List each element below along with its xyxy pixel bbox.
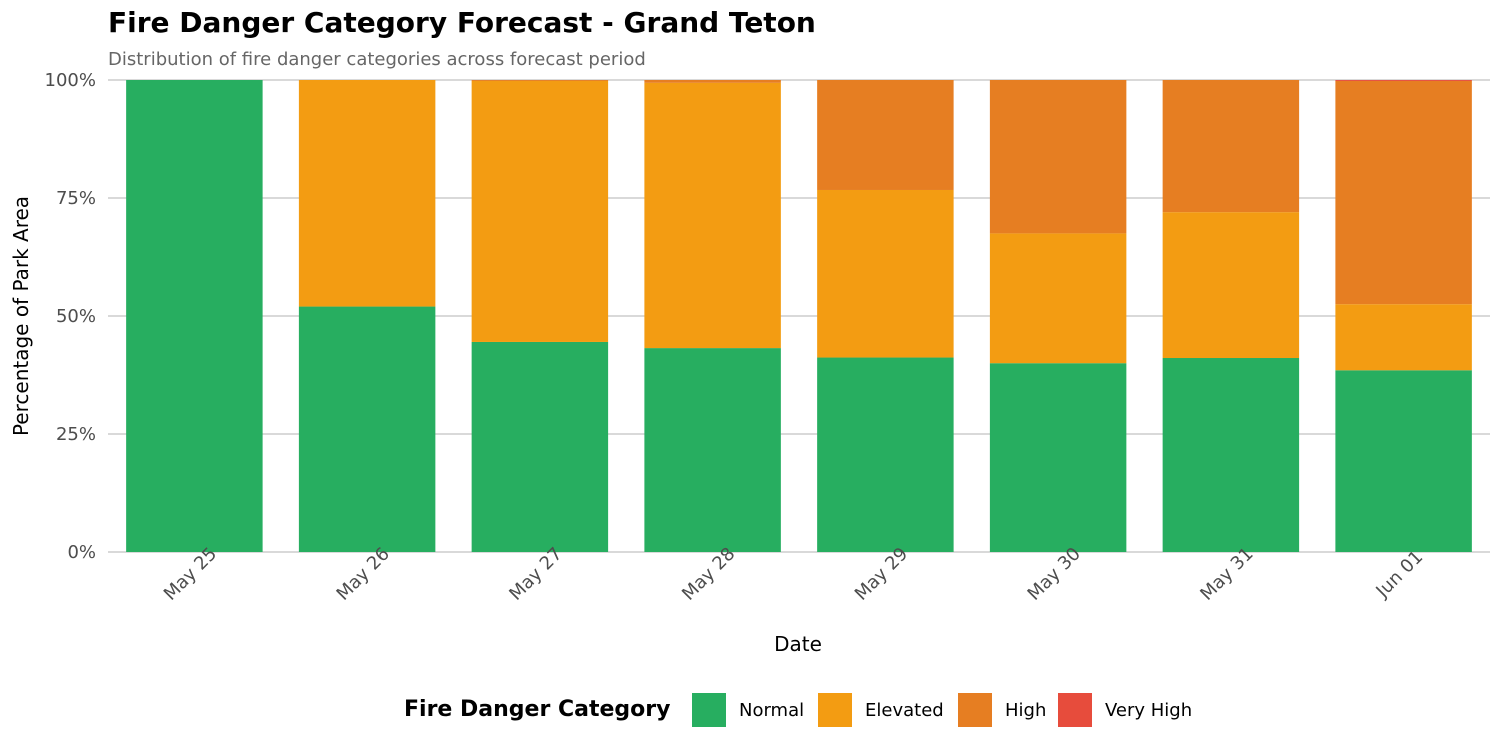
legend-swatch [958,693,992,727]
legend-swatch [692,693,726,727]
bar-segment-high [817,80,954,190]
bar-segment-normal [298,306,436,552]
bar-segment-high [471,80,609,81]
legend-label: High [1005,700,1046,721]
legend-item-very-high: Very High [1058,693,1192,727]
bar-segment-high [1335,80,1472,305]
bar-segment-normal [1162,358,1300,552]
y-axis-title: Percentage of Park Area [9,196,33,436]
bar-segment-very-high [1335,80,1472,81]
bar-segment-elevated [471,80,609,342]
y-tick-label: 50% [56,306,96,327]
bar-segment-normal [644,348,781,552]
bar-segment-normal [989,363,1127,552]
y-tick-label: 0% [67,542,96,563]
legend-label: Normal [739,700,804,721]
y-tick-label: 75% [56,188,96,209]
bar-segment-elevated [1162,212,1300,359]
legend-swatch [818,693,852,727]
x-axis-title: Date [774,632,822,656]
chart-title: Fire Danger Category Forecast - Grand Te… [108,6,816,39]
y-tick-label: 100% [45,70,96,91]
bar-segment-normal [817,357,954,552]
bar-segment-normal [471,341,609,552]
bar-segment-high [644,80,781,83]
legend-item-normal: Normal [692,693,804,727]
bar-segment-elevated [298,80,436,307]
legend-item-elevated: Elevated [818,693,944,727]
y-axis: 0% 25% 50% 75% 100% [45,70,96,563]
bar-segment-elevated [989,233,1127,364]
bar-segment-elevated [817,189,954,358]
legend-swatch [1058,693,1092,727]
bar-series [126,80,1472,552]
bar-segment-normal [126,80,263,552]
chart-subtitle: Distribution of fire danger categories a… [108,49,646,70]
legend-title: Fire Danger Category [404,697,670,722]
bar-segment-high [1162,80,1300,213]
legend-item-high: High [958,693,1046,727]
bar-segment-elevated [1335,304,1472,371]
y-tick-label: 25% [56,424,96,445]
legend: Fire Danger Category Normal Elevated High Ve… [404,693,1192,727]
legend-label: Very High [1105,700,1192,721]
bar-segment-elevated [644,82,781,349]
bar-segment-high [989,80,1127,234]
bar-segment-normal [1335,370,1472,552]
legend-label: Elevated [865,700,944,721]
x-tick-label: Jun 01 [1372,547,1428,603]
